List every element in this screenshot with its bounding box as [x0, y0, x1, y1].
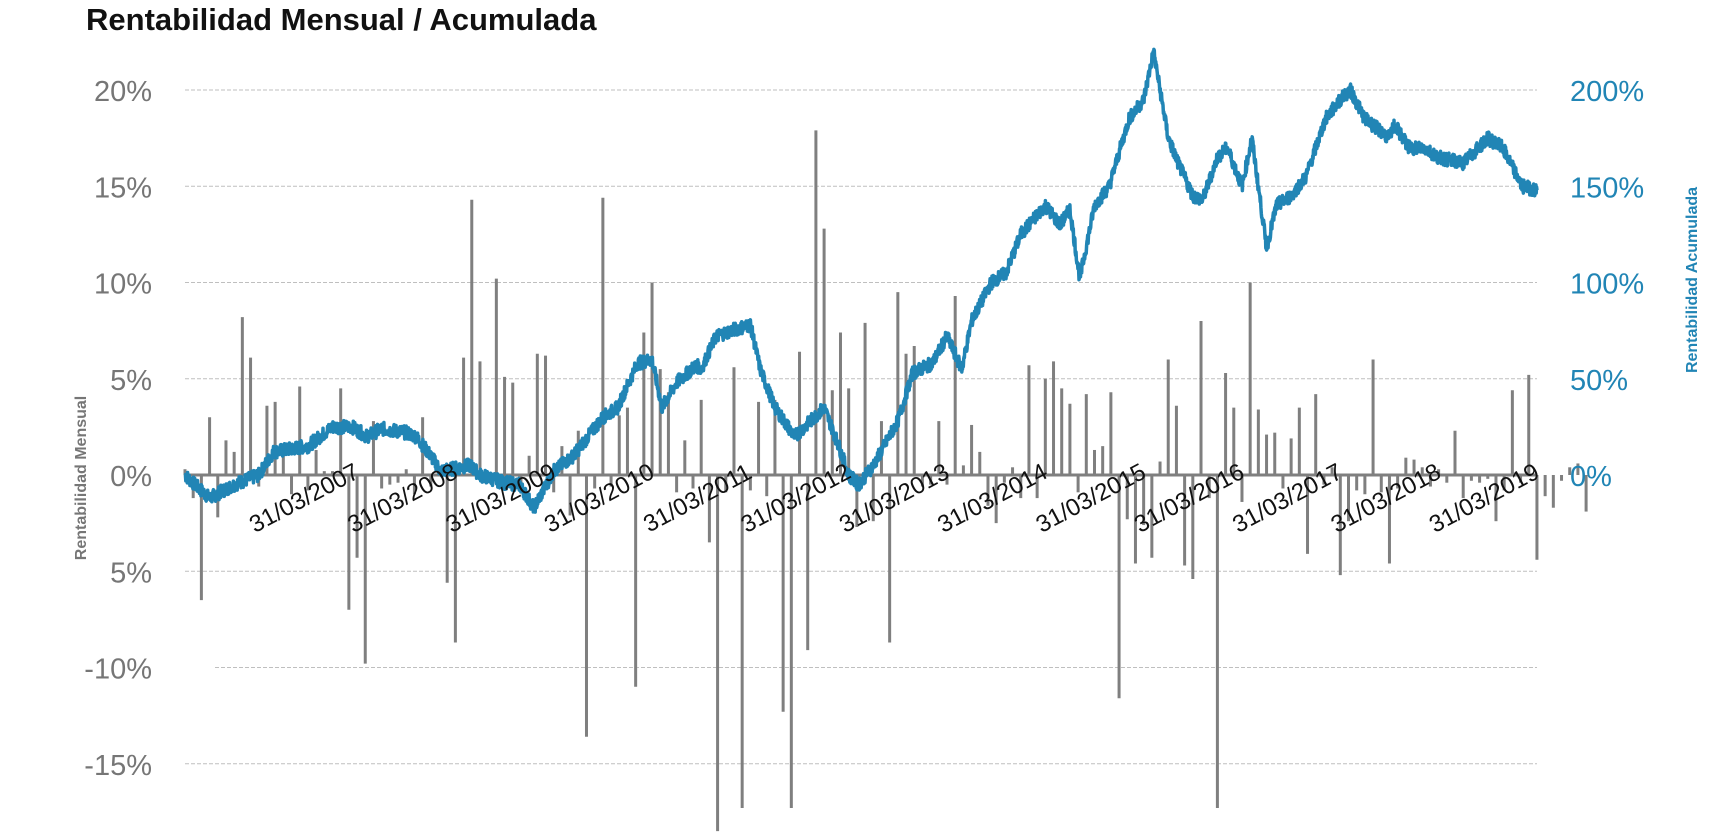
x-tick-label: 31/03/2008: [343, 458, 462, 538]
left-tick-label: 15%: [94, 172, 152, 204]
left-tick-label: 10%: [94, 269, 152, 301]
right-tick-label: 150%: [1570, 172, 1644, 204]
gridlines: [185, 89, 1537, 765]
left-tick-label: -15%: [84, 750, 152, 782]
x-tick-label: 31/03/2014: [933, 458, 1052, 538]
monthly-bars: [183, 130, 1588, 832]
x-tick-label: 31/03/2019: [1425, 458, 1544, 538]
x-tick-label: 31/03/2012: [737, 458, 856, 538]
left-tick-label: 20%: [94, 76, 152, 108]
right-tick-label: 200%: [1570, 76, 1644, 108]
x-tick-label: 31/03/2017: [1228, 458, 1347, 538]
x-tick-label: 31/03/2018: [1327, 458, 1446, 538]
left-axis-ticks: 20% 15% 10% 5% 0% 5% -10% -15%: [84, 76, 152, 782]
chart-title: Rentabilidad Mensual / Acumulada: [86, 2, 597, 37]
cumulative-line: [183, 47, 1539, 514]
x-tick-label: 31/03/2015: [1032, 458, 1151, 538]
cumulative-line-layer: [183, 47, 1539, 514]
left-tick-label: 0%: [110, 461, 152, 493]
right-tick-label: 0%: [1570, 461, 1612, 493]
y-axis-label-left: Rentabilidad Mensual: [73, 396, 90, 560]
left-tick-label: 5%: [110, 365, 152, 397]
x-tick-label: 31/03/2011: [639, 459, 756, 538]
left-tick-label: -10%: [84, 654, 152, 686]
left-tick-label: 5%: [110, 557, 152, 589]
x-tick-label: 31/03/2013: [835, 458, 954, 538]
x-tick-label: 31/03/2016: [1130, 458, 1249, 538]
right-axis-ticks: 200% 150% 100% 50% 0%: [1570, 76, 1644, 493]
y-axis-label-right: Rentabilidad Acumulada: [1684, 187, 1701, 373]
right-tick-label: 50%: [1570, 365, 1628, 397]
right-tick-label: 100%: [1570, 269, 1644, 301]
